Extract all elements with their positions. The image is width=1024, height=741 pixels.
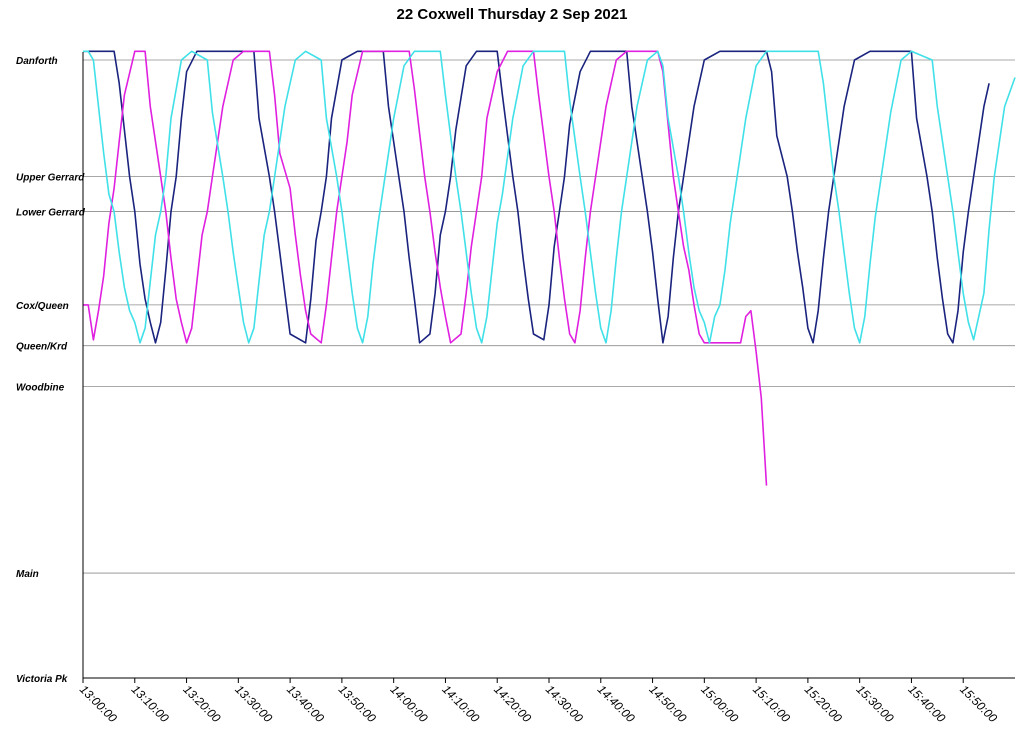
x-tick-label: 15:50:00 [957,682,1000,725]
grid [83,59,1015,574]
x-tick-label: 13:00:00 [77,682,120,725]
x-tick-label: 15:10:00 [750,682,793,725]
x-tick-label: 13:30:00 [232,682,275,725]
x-tick-label: 13:20:00 [180,682,223,725]
x-tick-label: 13:10:00 [129,682,172,725]
x-tick-label: 15:40:00 [905,682,948,725]
x-tick-label: 14:10:00 [439,682,482,725]
x-tick-label: 14:20:00 [491,682,534,725]
chart-title: 22 Coxwell Thursday 2 Sep 2021 [397,6,628,23]
x-tick-label: 13:40:00 [284,682,327,725]
y-tick-label: Cox/Queen [16,301,69,312]
series-line-1 [83,50,990,344]
x-tick-label: 14:00:00 [388,682,431,725]
x-tick-labels: 13:00:00 13:10:00 13:20:00 13:30:00 13:40:00… [77,682,1000,725]
y-tick-label: Queen/Krd [16,342,68,353]
x-tick-label: 14:40:00 [595,682,638,725]
series-layer [83,50,1016,486]
series-line-2 [83,50,768,486]
y-tick-label: Upper Gerrard [16,173,85,184]
y-tick-label: Danforth [16,56,58,67]
y-tick-label: Woodbine [16,382,65,393]
series-line-3 [83,50,1016,344]
y-tick-label: Main [16,569,39,580]
x-tick-label: 15:20:00 [802,682,845,725]
x-tick-label: 15:30:00 [854,682,897,725]
y-tick-label: Victoria Pk [16,674,68,685]
x-tick-label: 14:50:00 [646,682,689,725]
y-tick-labels: Danforth Upper Gerrard Lower Gerrard Cox/Qu… [16,56,86,685]
axes [82,52,1015,683]
y-tick-label: Lower Gerrard [16,208,86,219]
x-tick-label: 15:00:00 [698,682,741,725]
x-tick-label: 14:30:00 [543,682,586,725]
x-tick-label: 13:50:00 [336,682,379,725]
